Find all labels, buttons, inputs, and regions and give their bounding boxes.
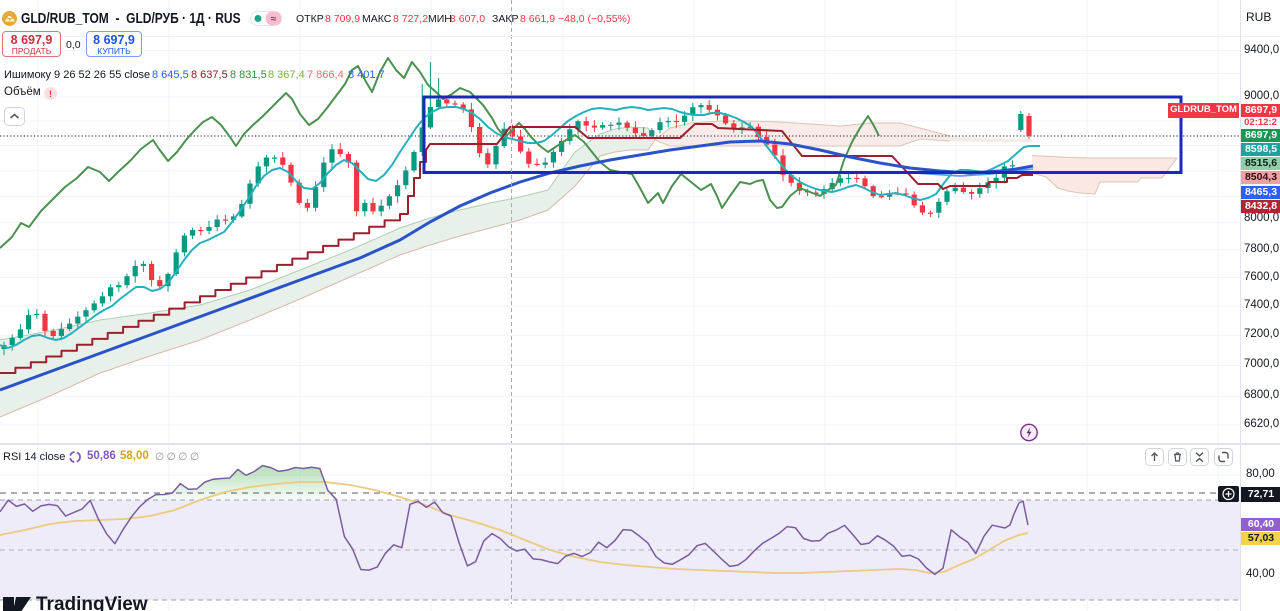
svg-text:!: !	[49, 89, 52, 100]
svg-text:≈: ≈	[271, 14, 277, 25]
svg-text:TradingView: TradingView	[36, 596, 148, 611]
